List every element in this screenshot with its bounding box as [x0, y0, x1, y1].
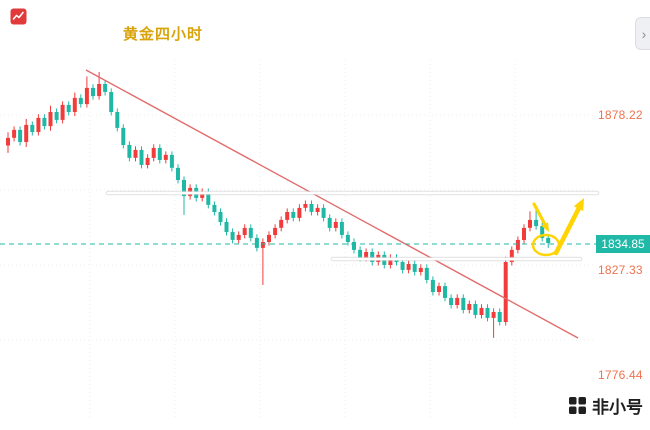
candle [36, 114, 41, 136]
candle [30, 121, 35, 136]
candle [267, 231, 271, 246]
candle [315, 204, 320, 216]
candle [461, 294, 466, 314]
candle [327, 214, 332, 232]
candle [430, 276, 435, 296]
candle [18, 126, 23, 146]
candle [273, 224, 278, 239]
candle [163, 151, 168, 164]
candle [546, 234, 551, 248]
candle [509, 246, 514, 266]
watermark-grid-logo-icon [569, 397, 586, 414]
chart-title: 黄金四小时 [123, 26, 204, 43]
candle [145, 154, 150, 169]
candle [182, 176, 186, 215]
candle [24, 119, 29, 147]
candle [297, 204, 302, 222]
candle [449, 294, 454, 309]
grid-lines [0, 60, 596, 420]
candle [473, 300, 478, 319]
candle [491, 308, 496, 338]
candle [176, 164, 180, 184]
candle [103, 80, 108, 96]
descending-trendline [85, 69, 579, 339]
candle [218, 208, 223, 226]
candle [42, 114, 47, 130]
candle [309, 200, 314, 216]
axis-price-label-low: 1776.44 [598, 368, 643, 382]
candle [212, 201, 217, 216]
arrow-up-icon [553, 198, 584, 256]
candle [54, 108, 59, 124]
candle [230, 228, 235, 244]
candle [279, 216, 284, 232]
candle [121, 124, 126, 149]
candle [109, 88, 114, 116]
candle [12, 126, 17, 142]
candle [157, 144, 162, 164]
candle [418, 264, 423, 276]
candle [352, 238, 356, 254]
candle [303, 200, 308, 212]
candle [515, 236, 520, 254]
candle [528, 211, 532, 232]
candle [127, 141, 132, 162]
candle [224, 218, 229, 236]
candle [333, 218, 338, 232]
candle [497, 308, 502, 326]
candle [503, 256, 508, 326]
candle [424, 264, 429, 284]
candle [242, 224, 247, 239]
panel-toggle-button[interactable]: › [635, 17, 650, 50]
candle [115, 108, 120, 132]
candle [84, 76, 89, 108]
current-price-badge: 1834.85 [596, 235, 650, 253]
candle [151, 144, 156, 162]
axis-price-label-high: 1878.22 [598, 108, 643, 122]
candle [291, 208, 296, 222]
candle [467, 300, 472, 314]
candle [285, 208, 290, 224]
candle [133, 146, 138, 162]
arrow-down-icon [532, 202, 549, 232]
candle [60, 101, 65, 124]
candle [437, 282, 441, 296]
candle [91, 84, 95, 100]
candle [48, 105, 53, 131]
candle [479, 304, 484, 319]
axis-price-label-mid: 1827.33 [598, 263, 643, 277]
candle [345, 231, 350, 246]
candle [339, 218, 344, 239]
forecast-annotation [531, 198, 584, 257]
candle [139, 146, 144, 169]
watermark: 非小号 [568, 393, 643, 418]
candle [522, 224, 526, 244]
candle [388, 254, 393, 269]
candle [72, 92, 77, 117]
candle [321, 204, 326, 222]
watermark-text: 非小号 [592, 398, 643, 417]
candle [485, 304, 490, 322]
candle [248, 224, 253, 242]
chevron-right-icon: › [641, 25, 647, 42]
candle [78, 94, 83, 108]
candle [406, 260, 411, 274]
candle [254, 234, 259, 252]
candles [6, 72, 551, 338]
candle [443, 282, 447, 302]
candle [260, 238, 265, 285]
candle [236, 231, 241, 244]
app-logo-icon [10, 8, 27, 25]
candle [6, 132, 10, 153]
candle [455, 294, 460, 309]
candle [169, 151, 174, 172]
candle [534, 209, 539, 230]
candle [412, 260, 417, 276]
candle [66, 101, 71, 116]
